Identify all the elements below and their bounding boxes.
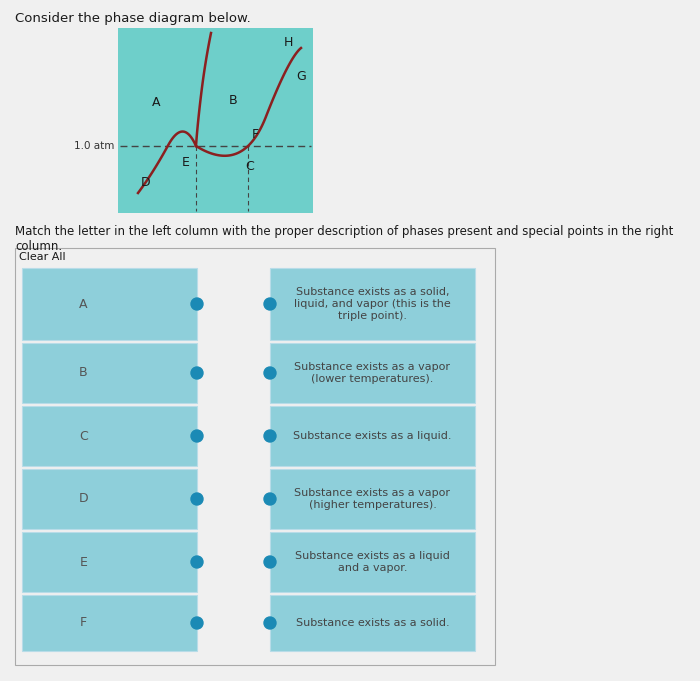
Circle shape <box>264 430 276 442</box>
Text: Substance exists as a liquid.: Substance exists as a liquid. <box>293 431 452 441</box>
FancyBboxPatch shape <box>270 469 475 529</box>
Text: E: E <box>182 156 190 169</box>
Text: E: E <box>79 556 88 569</box>
Circle shape <box>264 367 276 379</box>
FancyBboxPatch shape <box>118 28 313 213</box>
FancyBboxPatch shape <box>270 406 475 466</box>
Circle shape <box>191 493 203 505</box>
Text: Substance exists as a vapor
(higher temperatures).: Substance exists as a vapor (higher temp… <box>295 488 451 510</box>
Text: B: B <box>79 366 88 379</box>
FancyBboxPatch shape <box>22 343 197 403</box>
Circle shape <box>191 556 203 568</box>
Text: Consider the phase diagram below.: Consider the phase diagram below. <box>15 12 251 25</box>
Text: A: A <box>152 97 160 110</box>
Text: Substance exists as a vapor
(lower temperatures).: Substance exists as a vapor (lower tempe… <box>295 362 451 384</box>
Text: C: C <box>79 430 88 443</box>
FancyBboxPatch shape <box>22 268 197 340</box>
Text: Match the letter in the left column with the proper description of phases presen: Match the letter in the left column with… <box>15 225 673 253</box>
Text: Clear All: Clear All <box>19 252 66 262</box>
Text: C: C <box>246 159 254 172</box>
Text: 1.0 atm: 1.0 atm <box>74 141 114 151</box>
FancyBboxPatch shape <box>270 532 475 592</box>
Text: G: G <box>296 69 306 82</box>
Circle shape <box>191 298 203 310</box>
Text: Substance exists as a solid,
liquid, and vapor (this is the
triple point).: Substance exists as a solid, liquid, and… <box>294 287 451 321</box>
Text: Substance exists as a solid.: Substance exists as a solid. <box>295 618 449 628</box>
Circle shape <box>191 430 203 442</box>
Text: A: A <box>79 298 88 311</box>
FancyBboxPatch shape <box>22 595 197 651</box>
FancyBboxPatch shape <box>270 595 475 651</box>
Text: D: D <box>78 492 88 505</box>
FancyBboxPatch shape <box>270 343 475 403</box>
FancyBboxPatch shape <box>22 532 197 592</box>
FancyBboxPatch shape <box>22 406 197 466</box>
Text: B: B <box>229 93 237 106</box>
Text: D: D <box>141 176 150 189</box>
Circle shape <box>264 493 276 505</box>
FancyBboxPatch shape <box>270 268 475 340</box>
Circle shape <box>264 556 276 568</box>
Circle shape <box>191 617 203 629</box>
Text: F: F <box>252 128 259 141</box>
Text: Substance exists as a liquid
and a vapor.: Substance exists as a liquid and a vapor… <box>295 551 450 573</box>
Text: F: F <box>80 616 87 629</box>
Circle shape <box>264 298 276 310</box>
Circle shape <box>264 617 276 629</box>
Circle shape <box>191 367 203 379</box>
Text: H: H <box>284 36 293 49</box>
FancyBboxPatch shape <box>22 469 197 529</box>
